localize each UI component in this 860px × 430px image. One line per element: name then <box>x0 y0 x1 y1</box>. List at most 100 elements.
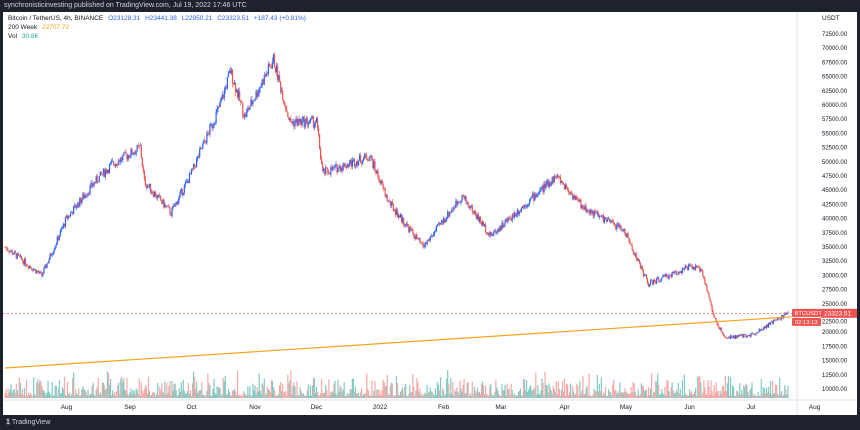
candle-body <box>258 88 260 94</box>
volume-bar <box>459 380 461 398</box>
candle-body <box>603 217 606 223</box>
volume-bar <box>330 392 332 398</box>
ma-label[interactable]: 200 Week <box>8 24 38 31</box>
candle-body <box>739 334 741 336</box>
volume-bar <box>551 393 553 398</box>
candle-body <box>623 229 625 231</box>
volume-bar <box>399 391 402 398</box>
candle-body <box>764 326 766 329</box>
volume-bar <box>598 383 600 398</box>
candle-body <box>686 267 689 271</box>
brand-name[interactable]: TradingView <box>11 419 51 426</box>
candle-body <box>359 155 362 163</box>
candle-body <box>631 245 633 250</box>
candle-body <box>16 253 18 259</box>
candle-body <box>307 123 309 126</box>
candle-body <box>693 267 695 269</box>
ma-value: 22707.72 <box>41 24 70 31</box>
volume-bar <box>634 391 636 398</box>
candle-body <box>756 332 758 334</box>
volume-bar <box>191 383 194 398</box>
candle-body <box>104 170 107 177</box>
volume-bar <box>698 376 700 398</box>
volume-bar <box>325 384 327 398</box>
candle-body <box>268 63 270 67</box>
candle-body <box>32 269 34 271</box>
volume-bar <box>633 383 635 398</box>
volume-bar <box>760 379 762 398</box>
volume-bar <box>450 378 452 398</box>
volume-bar <box>563 378 566 398</box>
candle-body <box>478 216 481 222</box>
candle-body <box>125 151 127 155</box>
volume-bar <box>224 375 226 398</box>
candle-body <box>536 195 538 198</box>
price-tick-label: 42500.00 <box>822 202 848 208</box>
volume-bar <box>623 392 625 398</box>
candle-body <box>156 197 158 199</box>
candle-body <box>138 145 140 147</box>
ma-row: 200 Week 22707.72 <box>8 23 309 32</box>
volume-bar <box>734 395 736 398</box>
volume-bar <box>682 395 684 398</box>
candle-body <box>132 154 134 155</box>
candle-body <box>240 100 242 102</box>
candle-body <box>120 157 122 163</box>
volume-bar <box>119 393 121 398</box>
candle-body <box>264 75 266 77</box>
candle-body <box>255 91 257 99</box>
volume-bar <box>235 395 238 398</box>
candle-body <box>592 211 594 217</box>
candle-body <box>302 116 304 120</box>
candle-body <box>358 155 361 161</box>
candle-body <box>61 227 63 229</box>
candle-body <box>68 215 71 217</box>
volume-bar <box>309 385 311 398</box>
price-tag-price: 23323.51 <box>824 310 851 317</box>
candle-body <box>74 205 76 207</box>
candle-body <box>209 124 211 135</box>
candle-body <box>291 121 293 124</box>
time-axis[interactable]: Aug Sep Oct Nov Dec 2022 Feb Mar Apr May Jun Jul Aug <box>61 404 821 411</box>
candle-body <box>127 155 129 160</box>
chart-panel[interactable] <box>3 12 857 415</box>
candle-body <box>283 100 285 103</box>
volume-bar <box>91 385 93 398</box>
volume-bar <box>507 389 509 398</box>
candle-body <box>701 269 703 272</box>
price-tick-label: 25000.00 <box>822 302 848 308</box>
candle-body <box>380 180 382 184</box>
candle-body <box>33 269 35 271</box>
symbol-title[interactable]: Bitcoin / TetherUS, 4h, BINANCE <box>8 15 104 22</box>
volume-bar <box>561 381 564 398</box>
volume-bar <box>63 376 66 398</box>
volume-bar <box>721 386 723 398</box>
volume-bar <box>215 394 217 398</box>
volume-bar <box>305 395 307 398</box>
candle-body <box>584 205 586 210</box>
candle-body <box>597 212 599 218</box>
volume-bar <box>548 383 550 398</box>
vol-label[interactable]: Vol <box>8 33 18 40</box>
volume-bar <box>121 376 123 398</box>
volume-bar <box>6 394 8 398</box>
volume-bar <box>77 394 79 398</box>
candle-body <box>559 176 562 184</box>
candle-body <box>323 168 325 171</box>
volume-bar <box>493 395 495 398</box>
volume-bar <box>752 394 754 398</box>
volume-bar <box>185 393 187 398</box>
volume-bar <box>699 375 701 398</box>
candle-body <box>562 182 565 185</box>
candle-body <box>509 217 511 220</box>
volume-bar <box>785 389 787 398</box>
volume-bar <box>451 392 453 398</box>
candle-body <box>276 65 279 80</box>
candle-body <box>687 264 690 271</box>
volume-bar <box>497 390 499 398</box>
volume-bar <box>625 391 627 398</box>
candle-body <box>665 274 667 277</box>
price-axis[interactable]: 10000.0012500.0015000.0017500.0020000.00… <box>822 32 848 393</box>
volume-bar <box>694 391 696 398</box>
